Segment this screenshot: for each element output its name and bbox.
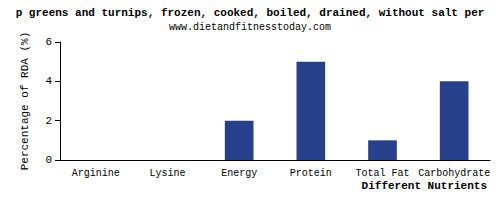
svg-text:www.dietandfitnesstoday.com: www.dietandfitnesstoday.com (169, 22, 331, 33)
svg-text:Protein: Protein (290, 168, 332, 179)
svg-text:2: 2 (45, 115, 52, 127)
svg-text:Different Nutrients: Different Nutrients (362, 180, 487, 192)
svg-text:Percentage of RDA (%): Percentage of RDA (%) (19, 32, 31, 171)
svg-text:6: 6 (45, 36, 52, 48)
svg-text:Energy: Energy (221, 168, 257, 179)
svg-text:p greens and turnips, frozen,: p greens and turnips, frozen, cooked, bo… (16, 7, 485, 19)
svg-text:Carbohydrate: Carbohydrate (418, 168, 490, 179)
svg-text:Lysine: Lysine (149, 168, 185, 179)
svg-text:0: 0 (45, 154, 52, 166)
svg-text:Arginine: Arginine (72, 168, 120, 179)
svg-text:4: 4 (45, 75, 52, 87)
svg-text:Total Fat: Total Fat (355, 168, 409, 179)
